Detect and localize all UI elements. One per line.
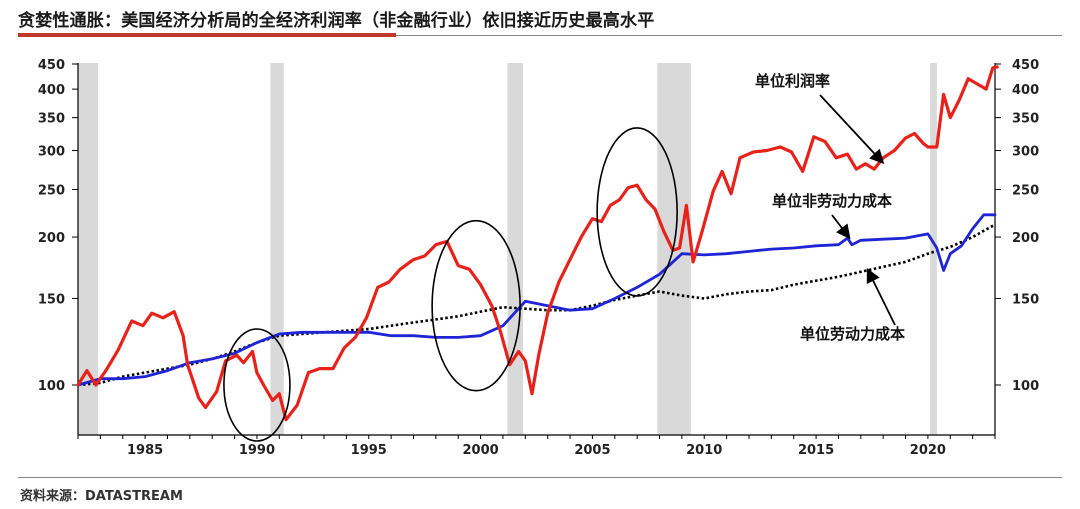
- title-accent-rule: [18, 33, 396, 37]
- series-lines: [76, 65, 999, 422]
- y-axis-left: 450 400 350 300 250 200 150 100: [38, 58, 78, 394]
- annotation-arrow-profit: [819, 94, 885, 165]
- y-tick-label-right: 100: [1012, 379, 1039, 394]
- y-tick-label-left: 400: [38, 83, 65, 98]
- y-tick-label-left: 200: [38, 231, 65, 246]
- annotation-label-nonlabor: 单位非劳动力成本: [772, 192, 892, 210]
- y-axis-right: 450 400 350 300 250 200 150 100: [995, 58, 1039, 394]
- y-tick-label-right: 350: [1012, 112, 1039, 127]
- y-tick-label-right: 150: [1012, 292, 1039, 307]
- profit-margin-chart: 1985 1990 1995 2000 2005 2010 2015 2020 450 400 3…: [38, 58, 1039, 458]
- y-tick-label-left: 100: [38, 379, 65, 394]
- y-tick-label-left: 150: [38, 292, 65, 307]
- y-tick-label-right: 450: [1012, 58, 1039, 73]
- x-tick-label: 1995: [351, 443, 387, 458]
- y-tick-label-left: 350: [38, 112, 65, 127]
- source-note: 资料来源：DATASTREAM: [20, 489, 183, 504]
- recession-band: [78, 63, 99, 435]
- annotation-arrow-nonlabor: [831, 214, 851, 240]
- annotation-label-profit: 单位利润率: [755, 72, 830, 90]
- series-line-nonlabor: [76, 213, 997, 387]
- y-tick-label-left: 300: [38, 145, 65, 160]
- highlight-ellipse: [223, 328, 291, 442]
- page-title: 贪婪性通胀：美国经济分析局的全经济利润率（非金融行业）依旧接近历史最高水平: [18, 11, 655, 31]
- annotation-label-labor: 单位劳动力成本: [800, 325, 905, 343]
- x-tick-label: 1985: [127, 443, 163, 458]
- y-tick-label-left: 250: [38, 183, 65, 198]
- x-tick-label: 2015: [798, 443, 834, 458]
- highlight-ellipse: [596, 127, 678, 297]
- series-line-profit: [76, 65, 999, 422]
- y-tick-label-left: 450: [38, 58, 65, 73]
- footer-divider: [18, 477, 1062, 478]
- y-tick-label-right: 300: [1012, 145, 1039, 160]
- series-line-labor: [77, 223, 996, 387]
- x-tick-label: 2020: [910, 443, 946, 458]
- annotation-arrow-labor: [866, 267, 896, 326]
- y-tick-label-right: 250: [1012, 183, 1039, 198]
- title-divider: [396, 35, 1062, 36]
- recession-shading: [78, 63, 937, 435]
- x-axis: 1985 1990 1995 2000 2005 2010 2015 2020: [77, 435, 996, 458]
- y-tick-label-right: 200: [1012, 231, 1039, 246]
- x-tick-label: 1990: [239, 443, 275, 458]
- x-tick-label: 2000: [462, 443, 498, 458]
- recession-band: [507, 63, 524, 435]
- x-tick-label: 2010: [686, 443, 722, 458]
- highlight-ellipse: [431, 219, 521, 392]
- plot-frame: [77, 63, 996, 436]
- recession-band: [270, 63, 284, 435]
- x-tick-label: 2005: [574, 443, 610, 458]
- recession-band: [930, 63, 937, 435]
- y-tick-label-right: 400: [1012, 83, 1039, 98]
- highlight-circles: [223, 127, 678, 442]
